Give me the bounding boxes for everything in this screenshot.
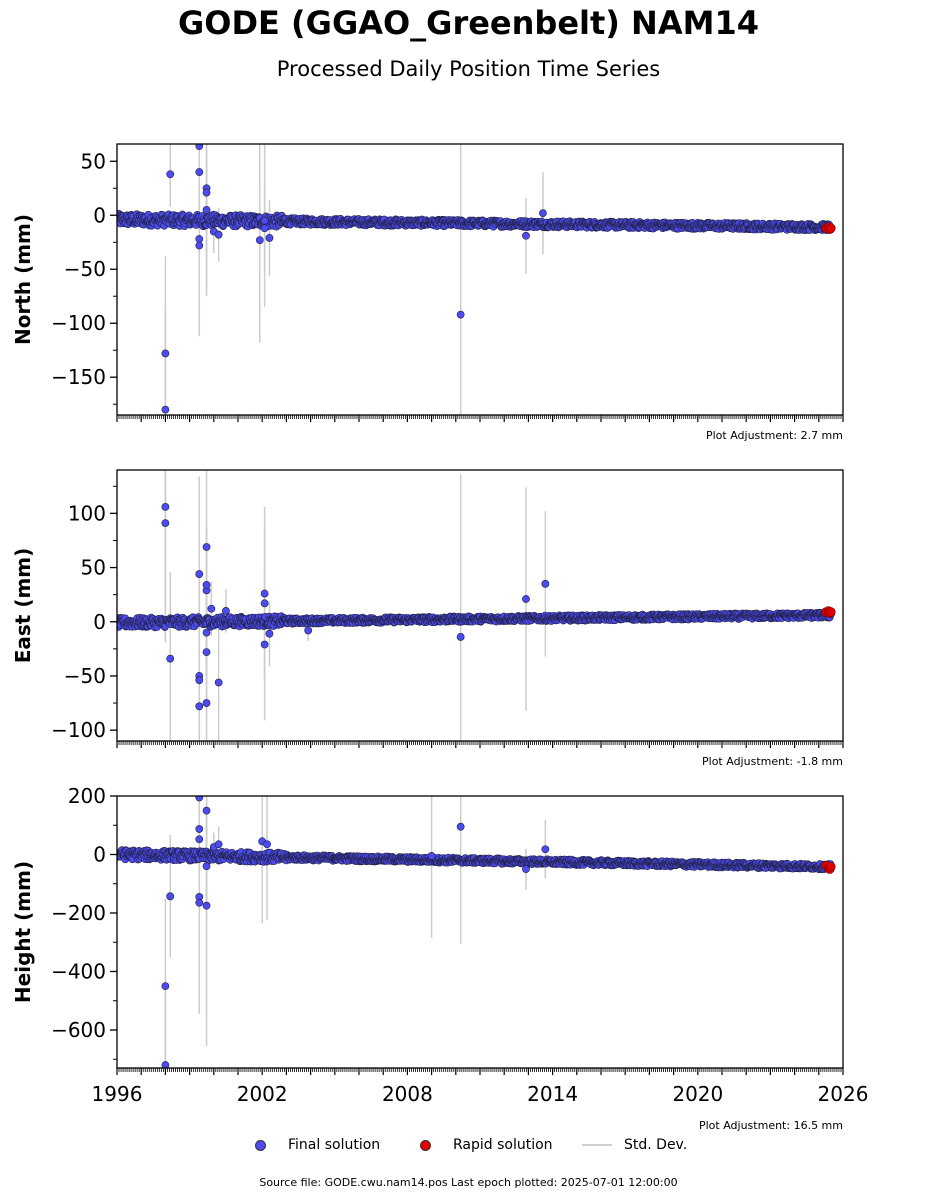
final-point-outlier	[166, 170, 175, 179]
final-point-outlier	[456, 633, 465, 641]
plot-area-1	[117, 470, 836, 741]
final-point-outlier	[255, 236, 264, 244]
final-point-outlier	[195, 796, 204, 802]
final-point-outlier	[195, 168, 204, 176]
final-point-outlier	[456, 822, 465, 831]
final-point-outlier	[166, 654, 175, 663]
final-point-outlier	[522, 231, 530, 240]
final-point-outlier	[202, 628, 211, 637]
final-point-outlier	[202, 581, 211, 589]
plot-area-0	[117, 144, 836, 415]
final-point-outlier	[202, 699, 211, 707]
rapid-point	[826, 607, 836, 617]
final-point-outlier	[541, 579, 550, 588]
y-tick-label: −400	[51, 959, 106, 983]
final-point-outlier	[265, 629, 274, 638]
final-point-outlier	[260, 589, 269, 598]
final-point-outlier	[161, 349, 170, 358]
final-point-outlier	[195, 676, 204, 685]
panel-1: 100 50 0 −50 −100 East (mm)	[11, 469, 844, 748]
page-subtitle: Processed Daily Position Time Series	[276, 57, 661, 81]
final-point-outlier	[202, 205, 211, 214]
y-tick-label: −100	[51, 718, 106, 742]
final-point-outlier	[207, 604, 216, 613]
rapid-point	[826, 223, 836, 233]
final-point-outlier	[195, 144, 204, 151]
final-point-outlier	[202, 188, 211, 197]
final-point-outlier	[195, 835, 204, 844]
final-point-outlier	[166, 892, 175, 901]
y-tick-label: 50	[81, 149, 106, 173]
final-point-outlier	[214, 230, 223, 239]
y-tick-label: −50	[64, 257, 106, 281]
y-tick-label: 0	[93, 610, 106, 634]
final-point-outlier	[541, 845, 550, 854]
y-tick-label: 100	[68, 501, 106, 525]
y-tick-label: 0	[93, 842, 106, 866]
final-point-outlier	[221, 607, 230, 615]
final-point-outlier	[161, 502, 170, 511]
final-point-outlier	[161, 982, 170, 991]
y-tick-label: −50	[64, 664, 106, 688]
final-point-outlier	[195, 702, 204, 711]
final-point-outlier	[265, 234, 274, 242]
axes-frame	[116, 143, 844, 416]
y-tick-label: 50	[81, 556, 106, 580]
y-tick-label: −150	[51, 365, 106, 389]
final-point-outlier	[161, 405, 170, 414]
axes-frame	[116, 795, 844, 1069]
final-point-outlier	[202, 862, 211, 871]
final-point-outlier	[195, 898, 204, 907]
final-point-outlier	[260, 640, 269, 649]
panel-0: 50 0 −50 −100 −150 North (mm)	[11, 143, 844, 422]
y-axis-label: Height (mm)	[11, 861, 35, 1003]
y-tick-label: 0	[93, 203, 106, 227]
final-point-outlier	[195, 241, 204, 250]
y-tick-label: −200	[51, 901, 106, 925]
final-point-outlier	[202, 543, 211, 551]
final-point-outlier	[260, 216, 269, 225]
y-axis-label: East (mm)	[11, 548, 35, 664]
final-point-outlier	[195, 235, 204, 243]
final-point-outlier	[202, 901, 211, 910]
final-point-outlier	[427, 852, 436, 860]
final-point-outlier	[522, 595, 530, 603]
final-point-outlier	[260, 599, 269, 608]
final-point-outlier	[304, 626, 313, 635]
y-tick-label: −100	[51, 311, 106, 335]
rapid-point	[826, 862, 836, 872]
final-point-outlier	[539, 209, 547, 217]
final-point-outlier	[456, 310, 465, 319]
page-title: GODE (GGAO_Greenbelt) NAM14	[178, 4, 759, 42]
final-point-outlier	[214, 678, 223, 687]
final-point-outlier	[522, 865, 530, 874]
final-point-outlier	[263, 840, 271, 849]
final-point-outlier	[161, 519, 170, 528]
final-point-outlier	[202, 806, 211, 815]
final-point-outlier	[195, 825, 204, 833]
final-point-outlier	[214, 840, 223, 849]
y-tick-label: 200	[68, 784, 106, 808]
y-axis-label: North (mm)	[11, 214, 35, 345]
final-point-outlier	[202, 648, 211, 657]
final-point-outlier	[260, 224, 269, 233]
final-point-outlier	[195, 570, 204, 578]
y-tick-label: −600	[51, 1018, 106, 1042]
